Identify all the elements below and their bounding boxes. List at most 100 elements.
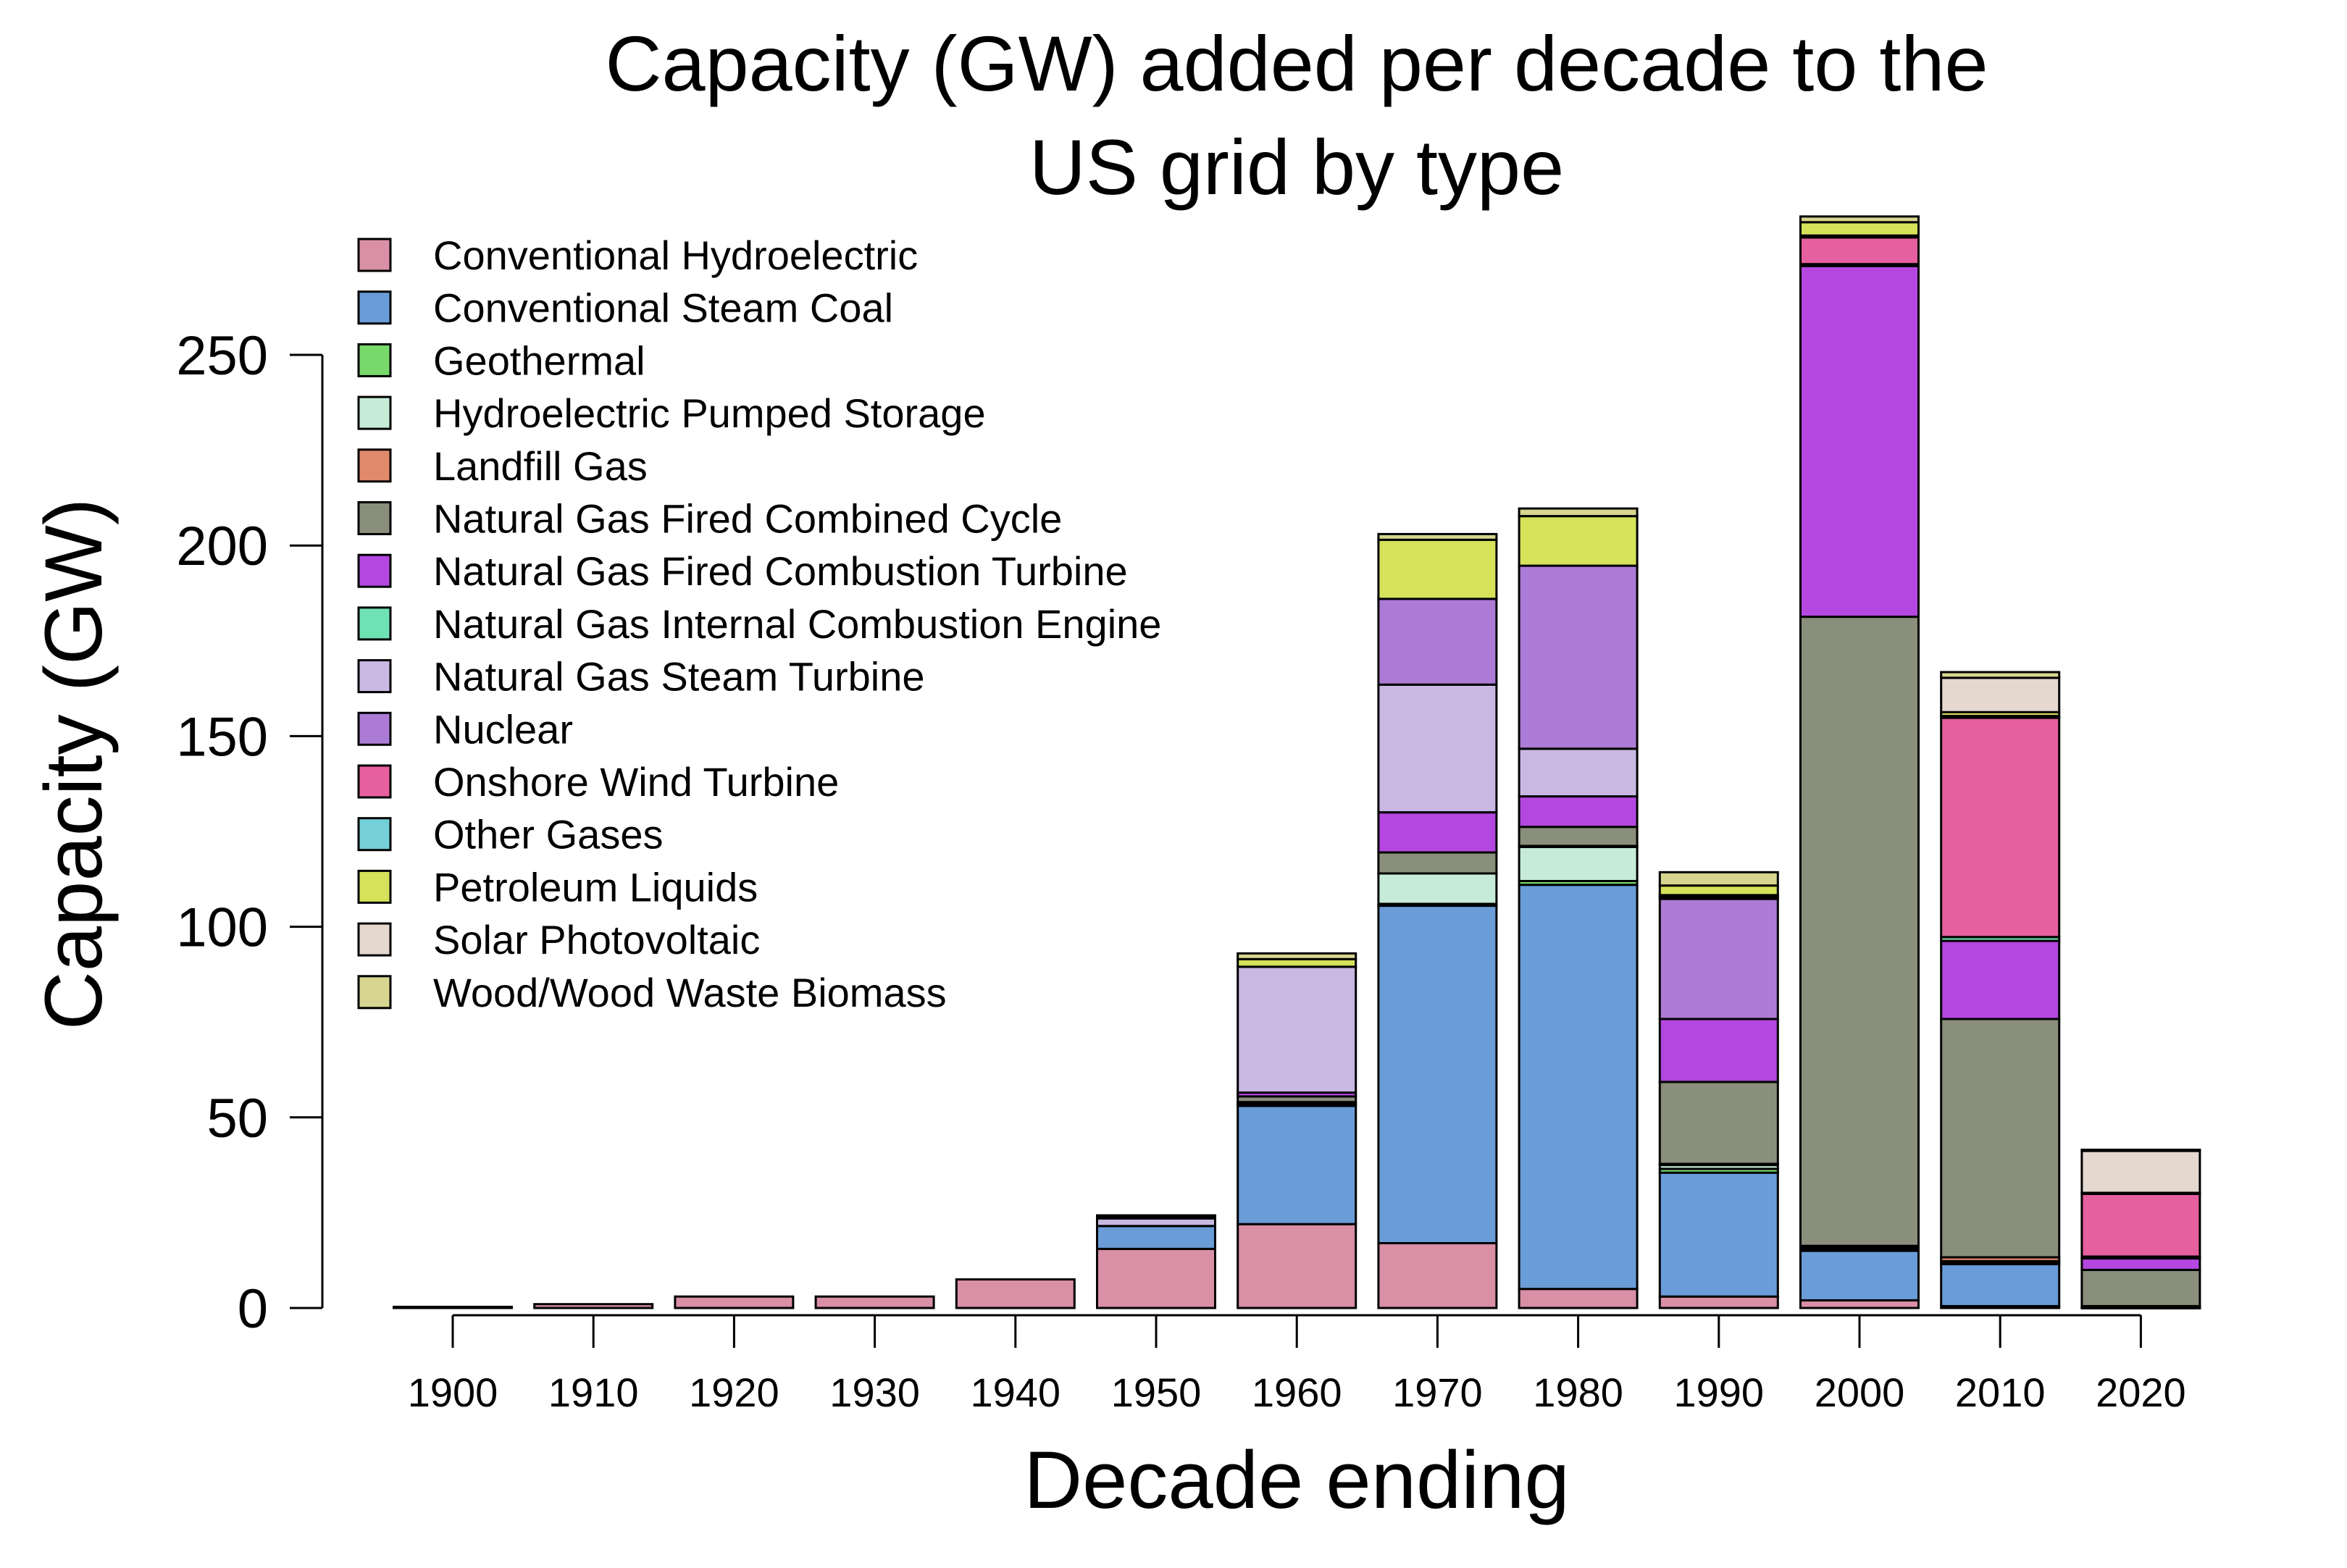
bar-1970-natural-gas-fired-combustion-turbine [1377, 811, 1498, 854]
bar-1990-natural-gas-fired-combined-cycle [1658, 1081, 1779, 1165]
legend-swatch-natural-gas-fired-combined-cycle [357, 501, 392, 535]
bar-1960-wood-wood-waste-biomass [1237, 952, 1357, 960]
legend-swatch-geothermal [357, 343, 392, 377]
x-tick-label-1960: 1960 [1252, 1370, 1342, 1415]
x-tick-label-2010: 2010 [1955, 1370, 2046, 1415]
bar-1970-nuclear [1377, 598, 1498, 686]
legend-swatch-conventional-hydroelectric [357, 238, 392, 272]
bar-2010-onshore-wind-turbine [1940, 716, 2061, 939]
x-tick-label-2000: 2000 [1815, 1370, 1905, 1415]
bar-1990-natural-gas-fired-combustion-turbine [1658, 1018, 1779, 1083]
x-tick-label-1920: 1920 [689, 1370, 779, 1415]
legend-label-other-gases: Other Gases [433, 812, 663, 858]
bar-2020-onshore-wind-turbine [2080, 1192, 2201, 1258]
bar-1930-conventional-hydroelectric [814, 1295, 935, 1309]
bar-1960-conventional-hydroelectric [1237, 1223, 1357, 1309]
bar-1990-wood-wood-waste-biomass [1658, 871, 1779, 887]
legend-label-hydroelectric-pumped-storage: Hydroelectric Pumped Storage [433, 390, 986, 436]
legend-swatch-onshore-wind-turbine [357, 764, 392, 799]
legend-label-petroleum-liquids: Petroleum Liquids [433, 864, 758, 910]
bar-1960-conventional-steam-coal [1237, 1104, 1357, 1225]
bar-1980-nuclear [1518, 564, 1639, 750]
legend-label-onshore-wind-turbine: Onshore Wind Turbine [433, 759, 839, 805]
y-axis: 0 50 100 150 200 250 [176, 325, 324, 1340]
y-tick-label-250: 250 [176, 325, 268, 387]
bar-1900-conventional-hydroelectric [393, 1305, 513, 1309]
bar-1920-conventional-hydroelectric [674, 1295, 795, 1309]
x-tick-label-1900: 1900 [408, 1370, 498, 1415]
bar-1980-hydroelectric-pumped-storage [1518, 845, 1639, 882]
x-tick-label-1980: 1980 [1533, 1370, 1623, 1415]
y-tick-label-0: 0 [238, 1278, 268, 1340]
legend-label-natural-gas-internal-combustion-engine: Natural Gas Internal Combustion Engine [433, 601, 1161, 647]
bar-1980-natural-gas-fired-combustion-turbine [1518, 795, 1639, 829]
x-tick-label-1970: 1970 [1392, 1370, 1483, 1415]
bar-1960-petroleum-liquids [1237, 957, 1357, 968]
bar-1970-conventional-steam-coal [1377, 905, 1498, 1244]
y-tick-label-100: 100 [176, 897, 268, 959]
x-tick-label-1950: 1950 [1111, 1370, 1202, 1415]
bar-1970-petroleum-liquids [1377, 538, 1498, 600]
bar-1940-conventional-hydroelectric [955, 1278, 1076, 1309]
bar-1980-conventional-hydroelectric [1518, 1288, 1639, 1309]
legend-swatch-nuclear [357, 711, 392, 746]
bar-2020-natural-gas-fired-combustion-turbine [2080, 1257, 2201, 1271]
bar-2000-petroleum-liquids [1799, 221, 1920, 237]
legend-label-nuclear: Nuclear [433, 706, 573, 752]
bar-1950-natural-gas-steam-turbine [1096, 1217, 1216, 1228]
bar-1980-natural-gas-fired-combined-cycle [1518, 826, 1639, 847]
chart-title-line-2: US grid by type [1029, 123, 1564, 211]
bar-1950-conventional-hydroelectric [1096, 1247, 1216, 1309]
legend-swatch-natural-gas-internal-combustion-engine [357, 606, 392, 641]
bar-1970-hydroelectric-pumped-storage [1377, 872, 1498, 905]
bar-2000-conventional-steam-coal [1799, 1249, 1920, 1301]
legend-swatch-solar-photovoltaic [357, 922, 392, 957]
bar-1960-natural-gas-steam-turbine [1237, 965, 1357, 1094]
legend-swatch-natural-gas-steam-turbine [357, 659, 392, 694]
legend-label-natural-gas-fired-combined-cycle: Natural Gas Fired Combined Cycle [433, 496, 1062, 542]
legend-swatch-other-gases [357, 817, 392, 852]
bar-1980-petroleum-liquids [1518, 515, 1639, 567]
bar-2020-natural-gas-fired-combined-cycle [2080, 1268, 2201, 1307]
legend-label-wood-wood-waste-biomass: Wood/Wood Waste Biomass [433, 970, 947, 1015]
bar-2010-conventional-steam-coal [1940, 1263, 2061, 1307]
bar-2010-solar-photovoltaic [1940, 676, 2061, 713]
y-axis-title: Capacity (GW) [28, 498, 119, 1030]
bar-1980-natural-gas-steam-turbine [1518, 747, 1639, 798]
bar-2000-onshore-wind-turbine [1799, 236, 1920, 266]
chart-title-line-1: Capacity (GW) added per decade to the [605, 20, 1988, 107]
legend-swatch-landfill-gas [357, 448, 392, 483]
legend-label-conventional-hydroelectric: Conventional Hydroelectric [433, 232, 918, 278]
bar-2010-natural-gas-fired-combined-cycle [1940, 1018, 2061, 1259]
bar-2010-wood-wood-waste-biomass [1940, 671, 2061, 679]
legend-swatch-natural-gas-fired-combustion-turbine [357, 553, 392, 588]
bar-2010-natural-gas-fired-combustion-turbine [1940, 939, 2061, 1020]
bar-1990-petroleum-liquids [1658, 884, 1779, 897]
x-tick-label-1940: 1940 [971, 1370, 1061, 1415]
legend-label-natural-gas-steam-turbine: Natural Gas Steam Turbine [433, 654, 925, 700]
bar-2000-conventional-hydroelectric [1799, 1299, 1920, 1309]
legend-swatch-petroleum-liquids [357, 869, 392, 904]
x-axis-title: Decade ending [1024, 1435, 1569, 1525]
bar-1970-natural-gas-fired-combined-cycle [1377, 851, 1498, 875]
y-tick-label-200: 200 [176, 516, 268, 577]
bar-2000-natural-gas-fired-combined-cycle [1799, 616, 1920, 1247]
bar-1910-conventional-hydroelectric [533, 1303, 654, 1309]
bar-1970-natural-gas-steam-turbine [1377, 683, 1498, 814]
x-axis: 1900 1910 1920 1930 1940 1950 1960 1970 1980 1990… [408, 1314, 2186, 1415]
bar-1990-conventional-steam-coal [1658, 1171, 1779, 1298]
x-tick-label-2020: 2020 [2096, 1370, 2186, 1415]
legend-swatch-wood-wood-waste-biomass [357, 975, 392, 1010]
bar-2000-natural-gas-fired-combustion-turbine [1799, 264, 1920, 619]
bar-1950-wood-wood-waste-biomass [1096, 1214, 1216, 1218]
bar-1980-wood-wood-waste-biomass [1518, 507, 1639, 518]
bar-1950-conventional-steam-coal [1096, 1225, 1216, 1250]
legend-swatch-conventional-steam-coal [357, 290, 392, 325]
bars-layer [393, 215, 2201, 1309]
legend-swatch-hydroelectric-pumped-storage [357, 395, 392, 430]
bar-2020-solar-photovoltaic [2080, 1149, 2201, 1194]
x-tick-label-1990: 1990 [1674, 1370, 1765, 1415]
bar-1970-conventional-hydroelectric [1377, 1242, 1498, 1309]
